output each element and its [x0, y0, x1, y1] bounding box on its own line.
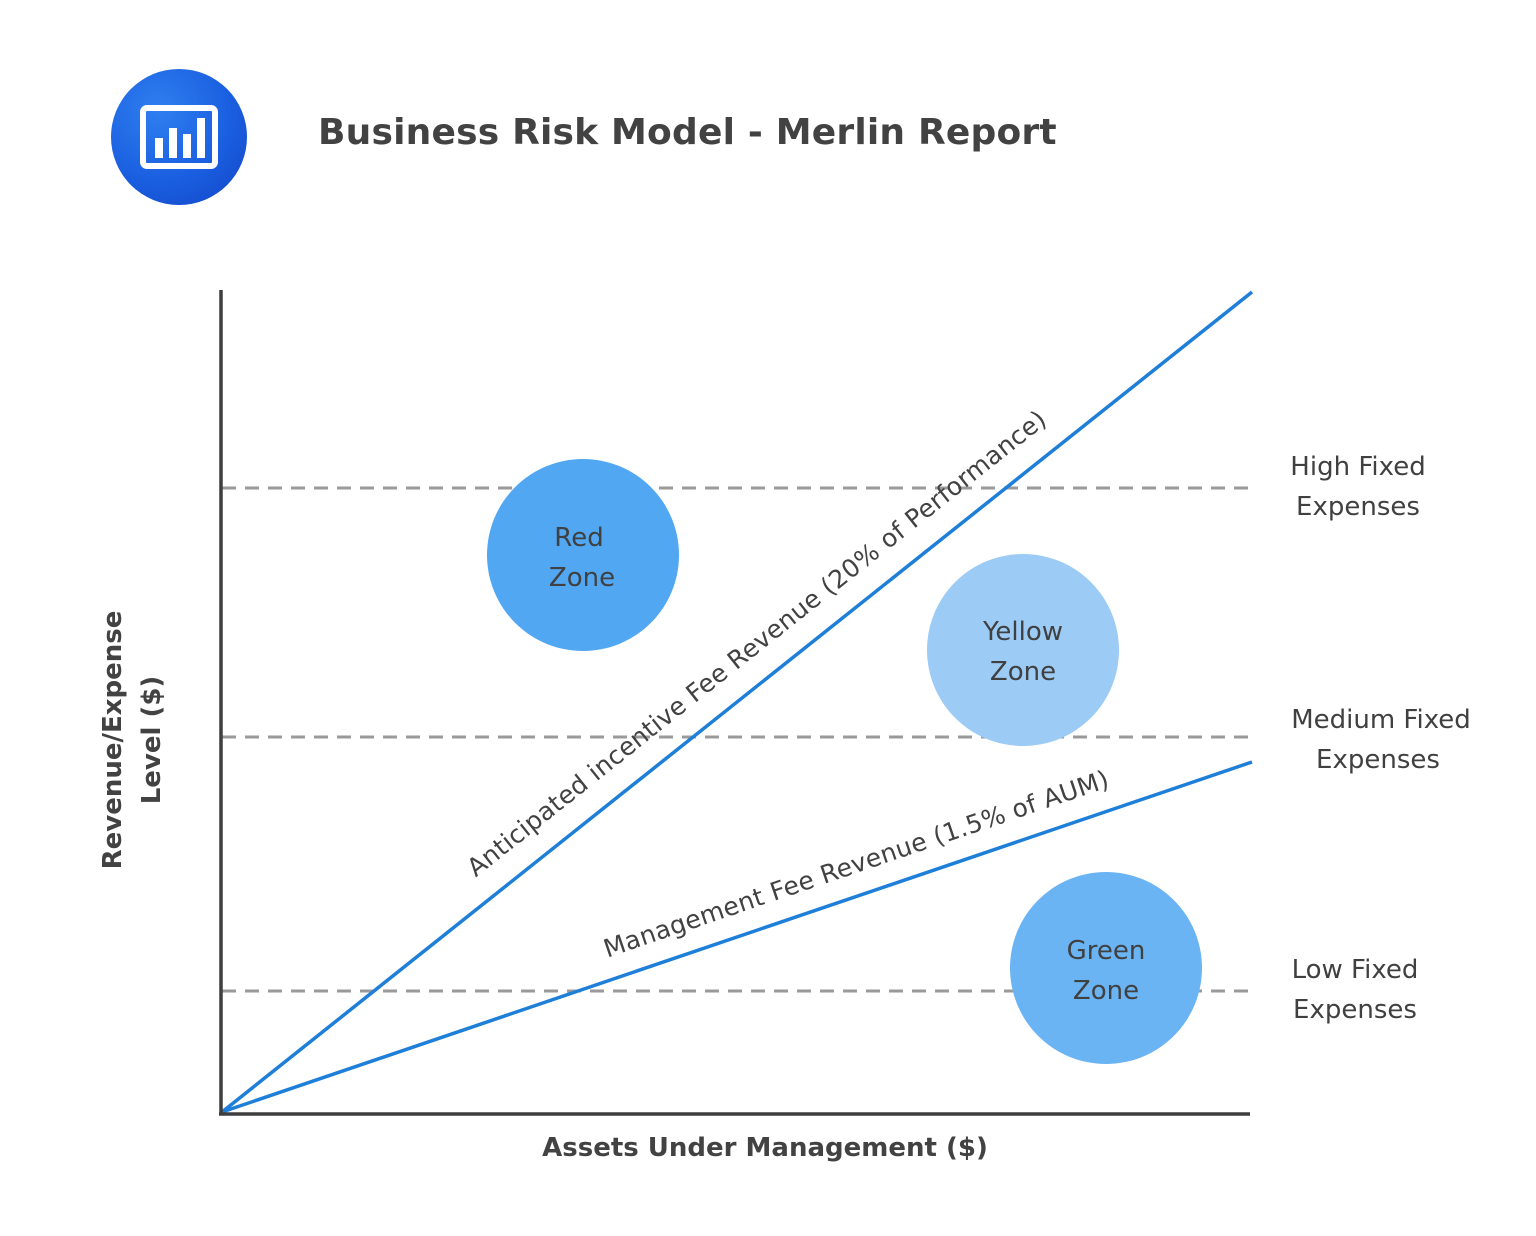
yellow-zone-label-line1: Yellow [982, 617, 1063, 647]
yellow-zone-circle [927, 554, 1119, 746]
bar-chart-glyph [140, 105, 218, 169]
low-expense-label-line1: Low Fixed [1292, 955, 1419, 985]
y-axis-label-line2: Level ($) [137, 676, 167, 805]
yellow-zone-label-line2: Zone [990, 657, 1056, 687]
management-fee-revenue-line [221, 760, 1253, 1114]
green-zone-label-line1: Green [1067, 936, 1146, 966]
medium-expense-label-line2: Expenses [1316, 745, 1440, 775]
red-zone-label-line2: Zone [549, 563, 615, 593]
medium-expense-label-line1: Medium Fixed [1291, 705, 1471, 735]
bar-chart-icon [111, 69, 247, 205]
page-title: Business Risk Model - Merlin Report [318, 112, 1057, 153]
green-zone-circle [1010, 872, 1202, 1064]
y-axis-label-line1: Revenue/Expense [98, 611, 128, 870]
x-axis-label: Assets Under Management ($) [542, 1133, 988, 1163]
low-expense-label-line2: Expenses [1293, 995, 1417, 1025]
green-zone-label-line2: Zone [1073, 976, 1139, 1006]
red-zone-circle [487, 459, 679, 651]
incentive-fee-revenue-line [220, 290, 1254, 1114]
red-zone-label-line1: Red [554, 523, 603, 553]
high-expense-label-line2: Expenses [1296, 492, 1420, 522]
high-expense-label-line1: High Fixed [1290, 452, 1425, 482]
